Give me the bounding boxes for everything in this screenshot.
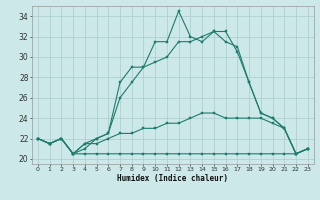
- X-axis label: Humidex (Indice chaleur): Humidex (Indice chaleur): [117, 174, 228, 183]
